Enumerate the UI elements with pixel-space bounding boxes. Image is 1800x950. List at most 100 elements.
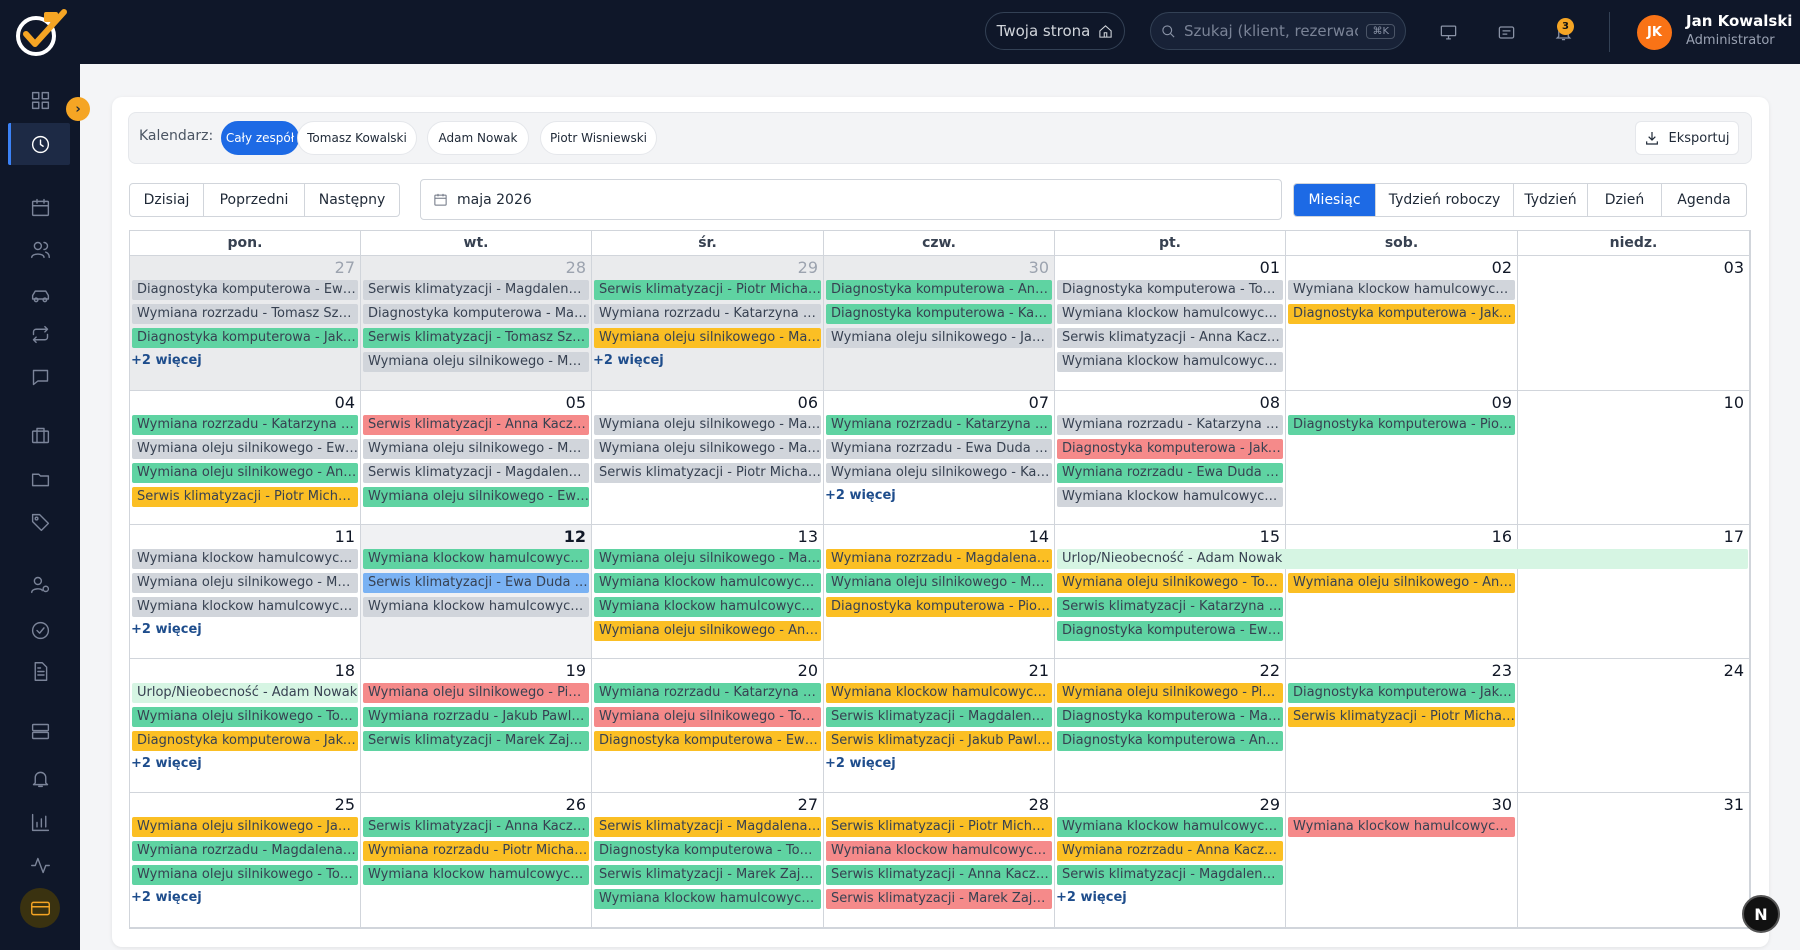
day-cell[interactable]: 19 Wymiana oleju silnikowego - Piotr ... W… (361, 659, 592, 793)
calendar-event[interactable]: Serwis klimatyzacji - Anna Kaczmar... (363, 817, 589, 837)
calendar-event[interactable]: Serwis klimatyzacji - Marek Zajac (... (594, 865, 821, 885)
app-logo[interactable] (6, 4, 72, 60)
calendar-event[interactable]: Diagnostyka komputerowa - Toma... (594, 841, 821, 861)
calendar-event[interactable]: Wymiana oleju silnikowego - Mare... (594, 415, 821, 435)
day-cell[interactable]: 22 Wymiana oleju silnikowego - Piotr ... D… (1055, 659, 1286, 793)
previous-button[interactable]: Poprzedni (204, 184, 305, 216)
calendar-event[interactable]: Wymiana oleju silnikowego - Ewa ... (363, 487, 589, 507)
calendar-event[interactable]: Wymiana klockow hamulcowych - J... (132, 549, 358, 569)
sidebar-item-file-text[interactable] (20, 651, 60, 691)
calendar-event[interactable]: Wymiana klockow hamulcowych - ... (826, 841, 1052, 861)
calendar-event[interactable]: Wymiana oleju silnikowego - Magd... (132, 573, 358, 593)
day-cell[interactable]: 08 Wymiana rozrzadu - Katarzyna Bar... Dia… (1055, 391, 1286, 525)
calendar-event[interactable]: Wymiana oleju silnikowego - Magd... (826, 573, 1052, 593)
day-number[interactable]: 12 (563, 527, 586, 546)
sidebar-collapse-button[interactable]: › (66, 97, 90, 121)
calendar-event[interactable]: Wymiana rozrzadu - Katarzyna Bar... (826, 415, 1052, 435)
team-filter-chip[interactable]: Piotr Wisniewski (540, 121, 657, 155)
day-number[interactable]: 29 (797, 258, 818, 277)
calendar-event[interactable]: Diagnostyka komputerowa - Jakub ... (1057, 439, 1283, 459)
view-button[interactable]: Tydzień (1514, 184, 1588, 216)
day-number[interactable]: 01 (1259, 258, 1280, 277)
calendar-event[interactable]: Serwis klimatyzacji - Magdalena Kr... (363, 463, 589, 483)
day-cell[interactable]: 06 Wymiana oleju silnikowego - Mare... Wym… (592, 391, 824, 525)
day-cell[interactable]: 13 Wymiana oleju silnikowego - Magd... Wym… (592, 525, 824, 659)
day-number[interactable]: 28 (1028, 795, 1049, 814)
more-events-link[interactable]: +2 więcej (593, 353, 664, 368)
calendar-event[interactable]: Wymiana oleju silnikowego - Magd... (594, 549, 821, 569)
calendar-event[interactable]: Wymiana klockow hamulcowych - ... (1288, 817, 1515, 837)
calendar-event[interactable]: Diagnostyka komputerowa - Magd... (1057, 707, 1283, 727)
export-button[interactable]: Eksportuj (1635, 121, 1739, 155)
calendar-event[interactable]: Wymiana oleju silnikowego - Mare... (363, 352, 589, 372)
day-number[interactable]: 24 (1723, 661, 1744, 680)
sidebar-item-briefcase[interactable] (20, 415, 60, 455)
calendar-event[interactable]: Wymiana klockow hamulcowych - ... (1288, 280, 1515, 300)
day-cell[interactable]: 23 Diagnostyka komputerowa - Jakub ... Ser… (1286, 659, 1518, 793)
calendar-event[interactable]: Serwis klimatyzacji - Magdalena Kr... (1057, 865, 1283, 885)
floating-n-button[interactable]: N (1742, 895, 1780, 933)
calendar-event[interactable]: Wymiana rozrzadu - Piotr Michalsk... (363, 841, 589, 861)
day-cell[interactable]: 07 Wymiana rozrzadu - Katarzyna Bar... Wym… (824, 391, 1055, 525)
view-button[interactable]: Agenda (1677, 192, 1731, 208)
calendar-event[interactable]: Wymiana klockow hamulcowych - J... (1057, 352, 1283, 372)
calendar-event[interactable]: Wymiana klockow hamulcowych - ... (363, 597, 589, 617)
view-button[interactable]: Miesiąc (1294, 184, 1376, 216)
calendar-event[interactable]: Wymiana klockow hamulcowych - ... (594, 597, 821, 617)
day-number[interactable]: 27 (797, 795, 818, 814)
team-filter-chip[interactable]: Cały zespół (221, 121, 299, 155)
calendar-event[interactable]: Wymiana oleju silnikowego - Magdalena Kr… (363, 439, 589, 459)
calendar-event[interactable]: Wymiana rozrzadu - Katarzyna Bar... (594, 304, 821, 324)
day-number[interactable]: 14 (1028, 527, 1049, 546)
calendar-event[interactable]: Wymiana rozrzadu - Magdalena Kr... (826, 549, 1052, 569)
day-cell[interactable]: 01 Diagnostyka komputerowa - Toma... Wymia… (1055, 256, 1286, 391)
calendar-event[interactable]: Wymiana klockow hamulcowych - ... (826, 683, 1052, 703)
calendar-event[interactable]: Wymiana oleju silnikowego - Toma... (132, 865, 358, 885)
day-number[interactable]: 26 (565, 795, 586, 814)
day-cell[interactable]: 17 (1518, 525, 1750, 659)
day-cell[interactable]: 31 (1518, 793, 1750, 928)
more-events-link[interactable]: +2 więcej (131, 890, 202, 905)
calendar-event[interactable]: Diagnostyka komputerowa - Anna ... (1057, 731, 1283, 751)
calendar-event[interactable]: Diagnostyka komputerowa - Ewa ... (594, 731, 821, 751)
day-cell[interactable]: 05 Serwis klimatyzacji - Anna Kaczmar... W… (361, 391, 592, 525)
day-number[interactable]: 21 (1028, 661, 1049, 680)
day-number[interactable]: 29 (1259, 795, 1280, 814)
day-number[interactable]: 23 (1491, 661, 1512, 680)
sidebar-item-clock[interactable] (8, 123, 70, 165)
avatar[interactable]: JK (1637, 15, 1672, 50)
day-cell[interactable]: 18 Urlop/Nieobecność - Adam Nowak Wymiana … (130, 659, 361, 793)
sidebar-item-tag[interactable] (20, 502, 60, 542)
sidebar-item-bell[interactable] (20, 758, 60, 798)
day-number[interactable]: 15 (1259, 527, 1280, 546)
calendar-event[interactable]: Serwis klimatyzacji - Piotr Michalsk... (594, 463, 821, 483)
calendar-event[interactable]: Wymiana oleju silnikowego - Piotr ... (363, 683, 589, 703)
day-cell[interactable]: 26 Serwis klimatyzacji - Anna Kaczmar... W… (361, 793, 592, 928)
calendar-event[interactable]: Wymiana oleju silnikowego - Anna ... (132, 463, 358, 483)
calendar-event[interactable]: Diagnostyka komputerowa - Toma... (1057, 280, 1283, 300)
day-number[interactable]: 10 (1723, 393, 1744, 412)
more-events-link[interactable]: +2 więcej (131, 622, 202, 637)
sidebar-item-chat[interactable] (20, 357, 60, 397)
day-number[interactable]: 07 (1028, 393, 1049, 412)
monitor-icon[interactable] (1436, 20, 1460, 44)
team-filter-chip[interactable]: Adam Nowak (427, 121, 529, 155)
day-cell[interactable]: 16 Wymiana oleju silnikowego - Anna ... (1286, 525, 1518, 659)
day-cell[interactable]: 11 Wymiana klockow hamulcowych - J... Wymi… (130, 525, 361, 659)
view-button[interactable]: Dzień (1588, 184, 1662, 216)
calendar-event[interactable]: Diagnostyka komputerowa - Magd... (363, 304, 589, 324)
sidebar-item-repeat[interactable] (20, 314, 60, 354)
today-button[interactable]: Dzisiaj (130, 184, 204, 216)
view-button[interactable]: Tydzień roboczy (1376, 184, 1514, 216)
calendar-event[interactable]: Wymiana klockow hamulcowych - ... (594, 573, 821, 593)
sidebar-item-activity[interactable] (20, 845, 60, 885)
calendar-event[interactable]: Wymiana oleju silnikowego - Anna ... (594, 621, 821, 641)
calendar-event[interactable]: Serwis klimatyzacji - Jakub Pawlak (... (826, 731, 1052, 751)
day-number[interactable]: 06 (797, 393, 818, 412)
day-number[interactable]: 30 (1491, 795, 1512, 814)
calendar-event[interactable]: Wymiana oleju silnikowego - Toma... (594, 707, 821, 727)
calendar-event[interactable]: Serwis klimatyzacji - Katarzyna Bar... (1057, 597, 1283, 617)
calendar-event[interactable]: Diagnostyka komputerowa - Jakub ... (1288, 304, 1515, 324)
day-cell[interactable]: 10 (1518, 391, 1750, 525)
calendar-event[interactable]: Serwis klimatyzacji - Magdalena Kr... (594, 817, 821, 837)
